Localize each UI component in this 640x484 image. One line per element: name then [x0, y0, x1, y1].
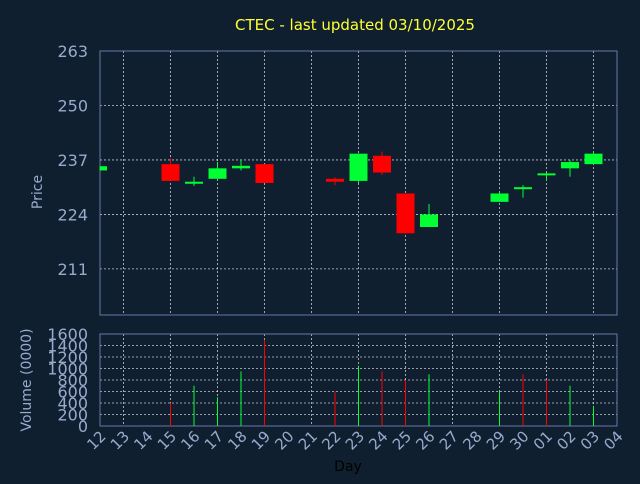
candle-body: [208, 168, 227, 179]
volume-tick-label: 400: [57, 394, 88, 413]
candle-body: [514, 187, 532, 190]
volume-axis-label: Volume (0000): [19, 328, 35, 431]
candle-body: [255, 164, 274, 183]
chart-title: CTEC - last updated 03/10/2025: [235, 16, 475, 34]
candle-body: [326, 178, 344, 182]
candle-body: [185, 181, 203, 184]
volume-tick-label: 1000: [47, 360, 88, 379]
price-frame: [99, 50, 618, 316]
volume-tick-label: 1400: [47, 337, 88, 356]
candle-body: [373, 155, 391, 173]
candle-body: [161, 164, 180, 181]
price-tick-label: 224: [57, 205, 88, 224]
price-axis-label: Price: [30, 175, 46, 209]
price-panel: 263 250 237 224 211: [57, 42, 618, 316]
price-tick-label: 237: [57, 151, 88, 170]
x-axis-label: Day: [334, 459, 362, 475]
volume-tick-label: 0: [78, 417, 88, 436]
volume-tick-label: 200: [57, 406, 88, 425]
candle-body: [100, 166, 107, 171]
x-tick-labels: 1213141516171819202122232425262728293001…: [83, 427, 626, 453]
candle-body: [396, 193, 415, 234]
volume-tick-label: 600: [57, 383, 88, 402]
candle-body: [561, 162, 579, 169]
candle-body: [584, 153, 603, 165]
candle-body: [420, 214, 438, 227]
volume-tick-label: 1600: [47, 325, 88, 344]
candle-body: [349, 153, 368, 181]
volume-tick-label: 800: [57, 371, 88, 390]
volume-tick-label: 1200: [47, 348, 88, 367]
price-tick-label: 250: [57, 96, 88, 115]
candle-body: [537, 173, 556, 176]
price-tick-label: 263: [57, 42, 88, 61]
candle-body: [490, 193, 509, 202]
candle-body: [232, 165, 250, 169]
price-tick-label: 211: [57, 260, 88, 279]
